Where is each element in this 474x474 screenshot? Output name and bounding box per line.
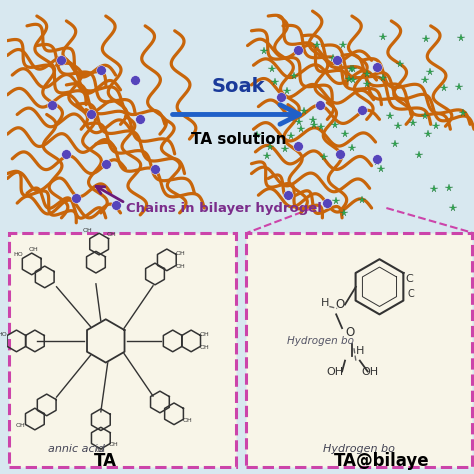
Text: annic acid: annic acid	[48, 444, 105, 454]
Text: O: O	[346, 326, 355, 339]
Bar	[246, 233, 472, 467]
Text: OH: OH	[200, 345, 210, 350]
Text: OH: OH	[183, 418, 193, 423]
Text: TA solution: TA solution	[191, 132, 286, 146]
Text: HO: HO	[13, 252, 23, 257]
Text: OH: OH	[29, 247, 38, 252]
Text: H: H	[356, 346, 364, 356]
Text: OH: OH	[327, 367, 344, 377]
Text: O: O	[336, 299, 345, 311]
Text: Chains in bilayer hydrogel: Chains in bilayer hydrogel	[126, 201, 322, 215]
Text: Hydrogen bo: Hydrogen bo	[323, 444, 395, 454]
Text: OH: OH	[82, 228, 92, 233]
Text: OH: OH	[107, 232, 117, 237]
Text: OH: OH	[109, 442, 118, 447]
Text: OH: OH	[96, 448, 106, 453]
Text: Soak: Soak	[212, 77, 265, 96]
Text: OH: OH	[200, 332, 210, 337]
Text: H: H	[321, 299, 329, 309]
Text: C: C	[408, 289, 414, 299]
Polygon shape	[87, 319, 125, 363]
Text: OH: OH	[15, 423, 25, 428]
Text: OH: OH	[361, 367, 378, 377]
Text: OH: OH	[176, 251, 185, 256]
Bar	[9, 233, 236, 467]
Text: TA@bilaye: TA@bilaye	[334, 452, 429, 470]
Text: C: C	[405, 274, 413, 284]
Text: HO: HO	[0, 332, 8, 337]
Text: TA: TA	[94, 452, 117, 470]
Text: OH: OH	[176, 264, 185, 269]
Text: Hydrogen bo: Hydrogen bo	[287, 336, 354, 346]
